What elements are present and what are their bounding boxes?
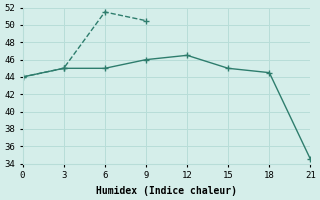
X-axis label: Humidex (Indice chaleur): Humidex (Indice chaleur) [96,186,237,196]
